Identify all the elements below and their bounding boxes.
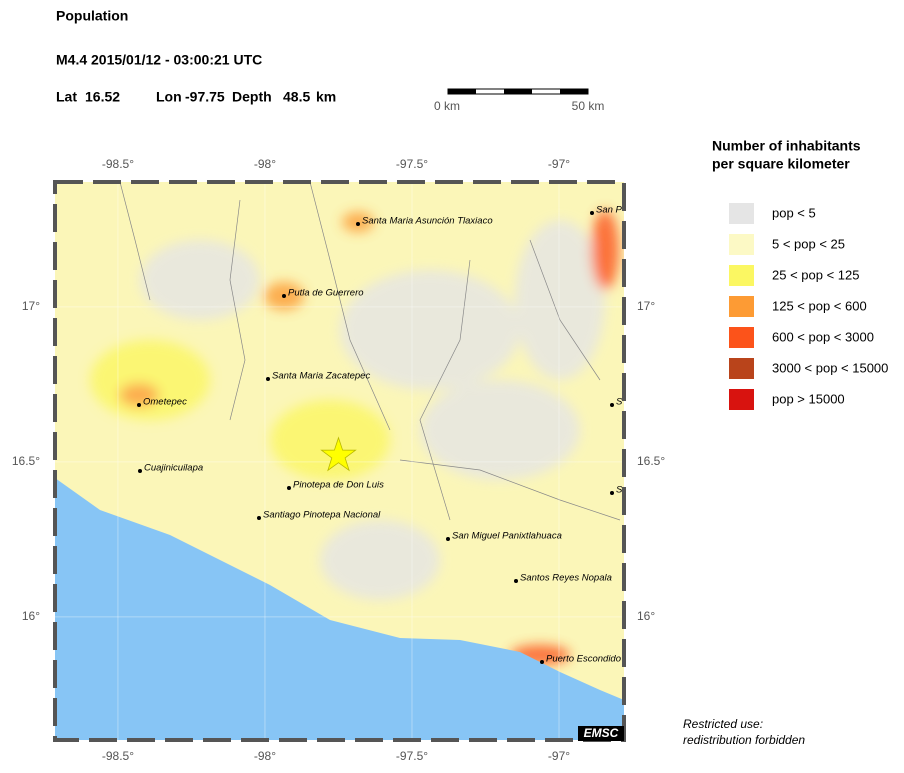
y-tick-label: 16° bbox=[637, 609, 655, 623]
city-label: S bbox=[616, 485, 623, 496]
city-dot bbox=[590, 211, 594, 215]
city-label: Ometepec bbox=[143, 397, 187, 408]
legend-label: 25 < pop < 125 bbox=[772, 267, 859, 282]
watermark-box bbox=[578, 726, 624, 741]
city-dot bbox=[610, 403, 614, 407]
x-tick-label: -98° bbox=[254, 749, 276, 763]
city-label: Santiago Pinotepa Nacional bbox=[263, 510, 381, 521]
legend-label: pop < 5 bbox=[772, 205, 816, 220]
y-tick-label: 16° bbox=[22, 609, 40, 623]
city-label: San P bbox=[596, 205, 623, 216]
legend-swatch bbox=[729, 389, 754, 410]
x-tick-label: -97° bbox=[548, 749, 570, 763]
city-label: S bbox=[616, 397, 623, 408]
legend-swatch bbox=[729, 234, 754, 255]
footer: redistribution forbidden bbox=[683, 733, 805, 747]
city-label: Santos Reyes Nopala bbox=[520, 573, 612, 584]
watermark: EMSC bbox=[584, 726, 619, 740]
legend-title: Number of inhabitants bbox=[712, 138, 861, 154]
map-frame bbox=[53, 180, 626, 742]
legend-label: pop > 15000 bbox=[772, 391, 845, 406]
lon-label: Lon bbox=[156, 89, 182, 105]
city-dot bbox=[282, 294, 286, 298]
legend-swatch bbox=[729, 203, 754, 224]
lon-value: -97.75 bbox=[185, 89, 225, 105]
y-tick-label: 16.5° bbox=[637, 454, 665, 468]
depth-label: Depth bbox=[232, 89, 272, 105]
city-label: San Miguel Panixtlahuaca bbox=[452, 531, 562, 542]
title: Population bbox=[56, 8, 128, 24]
x-tick-label: -98° bbox=[254, 157, 276, 171]
legend-swatch bbox=[729, 358, 754, 379]
x-tick-label: -97.5° bbox=[396, 157, 428, 171]
event: M4.4 2015/01/12 - 03:00:21 UTC bbox=[56, 52, 262, 68]
scale-start: 0 km bbox=[434, 99, 460, 113]
city-label: Santa Maria Asunción Tlaxiaco bbox=[362, 216, 493, 227]
city-dot bbox=[257, 516, 261, 520]
footer: Restricted use: bbox=[683, 717, 763, 731]
city-label: Cuajinicuilapa bbox=[144, 463, 203, 474]
city-dot bbox=[137, 403, 141, 407]
depth-unit: km bbox=[316, 89, 336, 105]
city-label: Puerto Escondido bbox=[546, 654, 621, 665]
legend-label: 5 < pop < 25 bbox=[772, 236, 845, 251]
legend-swatch bbox=[729, 327, 754, 348]
x-tick-label: -98.5° bbox=[102, 749, 134, 763]
lat-value: 16.52 bbox=[85, 89, 120, 105]
cities: Santa Maria Asunción Tlaxiaco Putla de Gu… bbox=[137, 205, 623, 665]
x-tick-label: -98.5° bbox=[102, 157, 134, 171]
legend-label: 3000 < pop < 15000 bbox=[772, 360, 888, 375]
city-dot bbox=[356, 222, 360, 226]
city-dot bbox=[138, 469, 142, 473]
city-dot bbox=[446, 537, 450, 541]
y-tick-label: 16.5° bbox=[12, 454, 40, 468]
city-dot bbox=[610, 491, 614, 495]
city-dot bbox=[266, 377, 270, 381]
x-tick-label: -97° bbox=[548, 157, 570, 171]
scale-end: 50 km bbox=[572, 99, 605, 113]
city-label: Putla de Guerrero bbox=[288, 288, 364, 299]
city-dot bbox=[514, 579, 518, 583]
city-label: Santa Maria Zacatepec bbox=[272, 371, 370, 382]
legend-title: per square kilometer bbox=[712, 156, 850, 172]
legend-swatch bbox=[729, 265, 754, 286]
epicenter bbox=[320, 436, 357, 472]
depth-value: 48.5 bbox=[283, 89, 310, 105]
lat-label: Lat bbox=[56, 89, 77, 105]
legend-swatch bbox=[729, 296, 754, 317]
city-dot bbox=[540, 660, 544, 664]
y-tick-label: 17° bbox=[22, 299, 40, 313]
legend-label: 125 < pop < 600 bbox=[772, 298, 867, 313]
city-label: Pinotepa de Don Luis bbox=[293, 480, 384, 491]
city-dot bbox=[287, 486, 291, 490]
scale-bar bbox=[447, 88, 589, 95]
legend-label: 600 < pop < 3000 bbox=[772, 329, 874, 344]
y-tick-label: 17° bbox=[637, 299, 655, 313]
x-tick-label: -97.5° bbox=[396, 749, 428, 763]
